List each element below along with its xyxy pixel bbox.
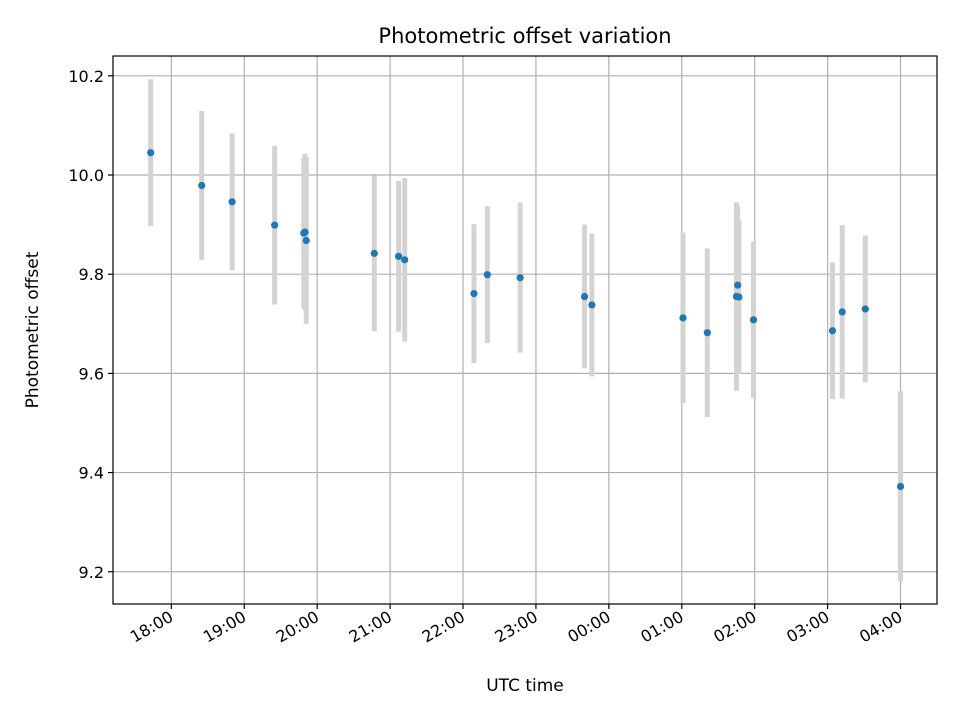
data-point: [370, 249, 378, 257]
data-point: [483, 271, 491, 279]
x-axis-title: UTC time: [486, 676, 564, 696]
error-bars: [148, 79, 904, 582]
y-axis-title: Photometric offset: [23, 251, 43, 408]
x-tick-label: 22:00: [419, 607, 468, 647]
x-tick-label: 04:00: [856, 607, 905, 647]
data-point: [896, 482, 905, 491]
data-point: [401, 256, 409, 264]
data-point: [395, 252, 403, 260]
data-point: [703, 329, 711, 337]
y-tick-label: 10.0: [68, 166, 104, 185]
y-tick-label: 9.8: [79, 265, 104, 284]
x-tick-label: 01:00: [637, 607, 686, 647]
data-point: [228, 198, 236, 206]
data-point: [198, 181, 206, 190]
x-tick-label: 18:00: [127, 607, 176, 647]
y-tick-label: 10.2: [68, 67, 104, 86]
plot-frame: [112, 55, 938, 605]
data-point: [734, 281, 742, 289]
x-tick-label: 00:00: [564, 607, 613, 647]
chart-title: Photometric offset variation: [378, 24, 671, 48]
x-tick-label: 19:00: [200, 607, 249, 647]
data-point: [679, 314, 687, 322]
x-tick-label: 03:00: [783, 607, 832, 647]
data-point: [271, 221, 279, 229]
axis-ticks: 18:00 19:00 20:00 21:00 22:00 23:00 00:00 01:00…: [68, 67, 905, 647]
data-point: [516, 274, 524, 282]
data-point: [749, 316, 758, 324]
data-point: [588, 301, 596, 309]
x-tick-label: 20:00: [273, 607, 322, 647]
data-points: [147, 149, 905, 491]
data-point: [735, 293, 743, 301]
y-tick-label: 9.2: [79, 563, 104, 582]
data-point: [301, 228, 309, 236]
x-tick-label: 21:00: [346, 607, 395, 647]
data-point: [470, 289, 478, 298]
data-point: [838, 308, 846, 316]
x-tick-label: 23:00: [492, 607, 541, 647]
data-point: [861, 305, 869, 313]
grid: [113, 56, 937, 604]
data-point: [828, 327, 837, 335]
data-point: [147, 149, 155, 157]
y-tick-label: 9.4: [79, 464, 104, 483]
data-point: [302, 236, 310, 245]
y-tick-label: 9.6: [79, 364, 104, 383]
x-tick-label: 02:00: [710, 607, 759, 647]
data-point: [580, 292, 589, 301]
